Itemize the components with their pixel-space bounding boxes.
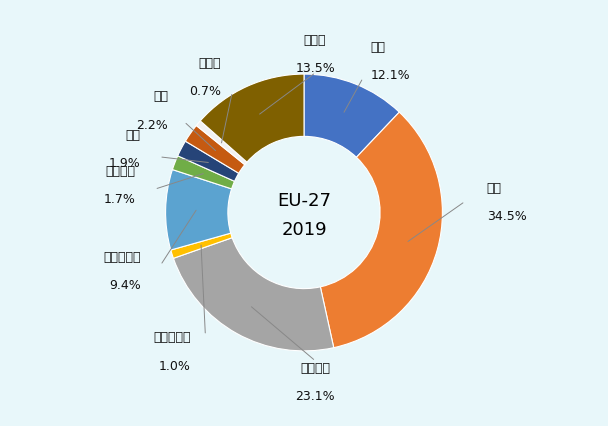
Text: 0.7%: 0.7% [189,85,221,98]
Text: 天然ガス: 天然ガス [300,361,330,374]
Wedge shape [171,233,232,259]
Wedge shape [200,75,304,163]
Text: 1.9%: 1.9% [109,157,140,170]
Wedge shape [304,75,399,158]
Wedge shape [196,121,247,165]
Text: 可燃性ごみ: 可燃性ごみ [153,331,190,343]
Wedge shape [165,170,232,250]
Text: 23.1%: 23.1% [295,389,335,402]
Text: 原子力: 原子力 [304,34,326,46]
Wedge shape [178,142,239,182]
Text: 水力: 水力 [126,129,140,142]
Text: 1.0%: 1.0% [159,359,190,371]
Wedge shape [173,238,334,351]
Text: バイオマス: バイオマス [103,250,140,263]
Text: 石炭: 石炭 [370,40,385,54]
Text: EU-27: EU-27 [277,192,331,210]
Text: 周囲加熱: 周囲加熱 [105,165,135,178]
Wedge shape [173,156,235,190]
Wedge shape [185,126,245,174]
Text: 13.5%: 13.5% [295,62,335,75]
Wedge shape [320,113,443,348]
Text: 34.5%: 34.5% [486,210,527,222]
Text: 太陽光: 太陽光 [198,57,221,70]
Text: 2019: 2019 [281,221,327,239]
Text: 9.4%: 9.4% [109,279,140,291]
Text: 12.1%: 12.1% [370,69,410,82]
Text: 1.7%: 1.7% [103,193,135,206]
Text: 石油: 石油 [486,181,502,194]
Text: 風力: 風力 [153,90,168,103]
Text: 2.2%: 2.2% [137,118,168,131]
